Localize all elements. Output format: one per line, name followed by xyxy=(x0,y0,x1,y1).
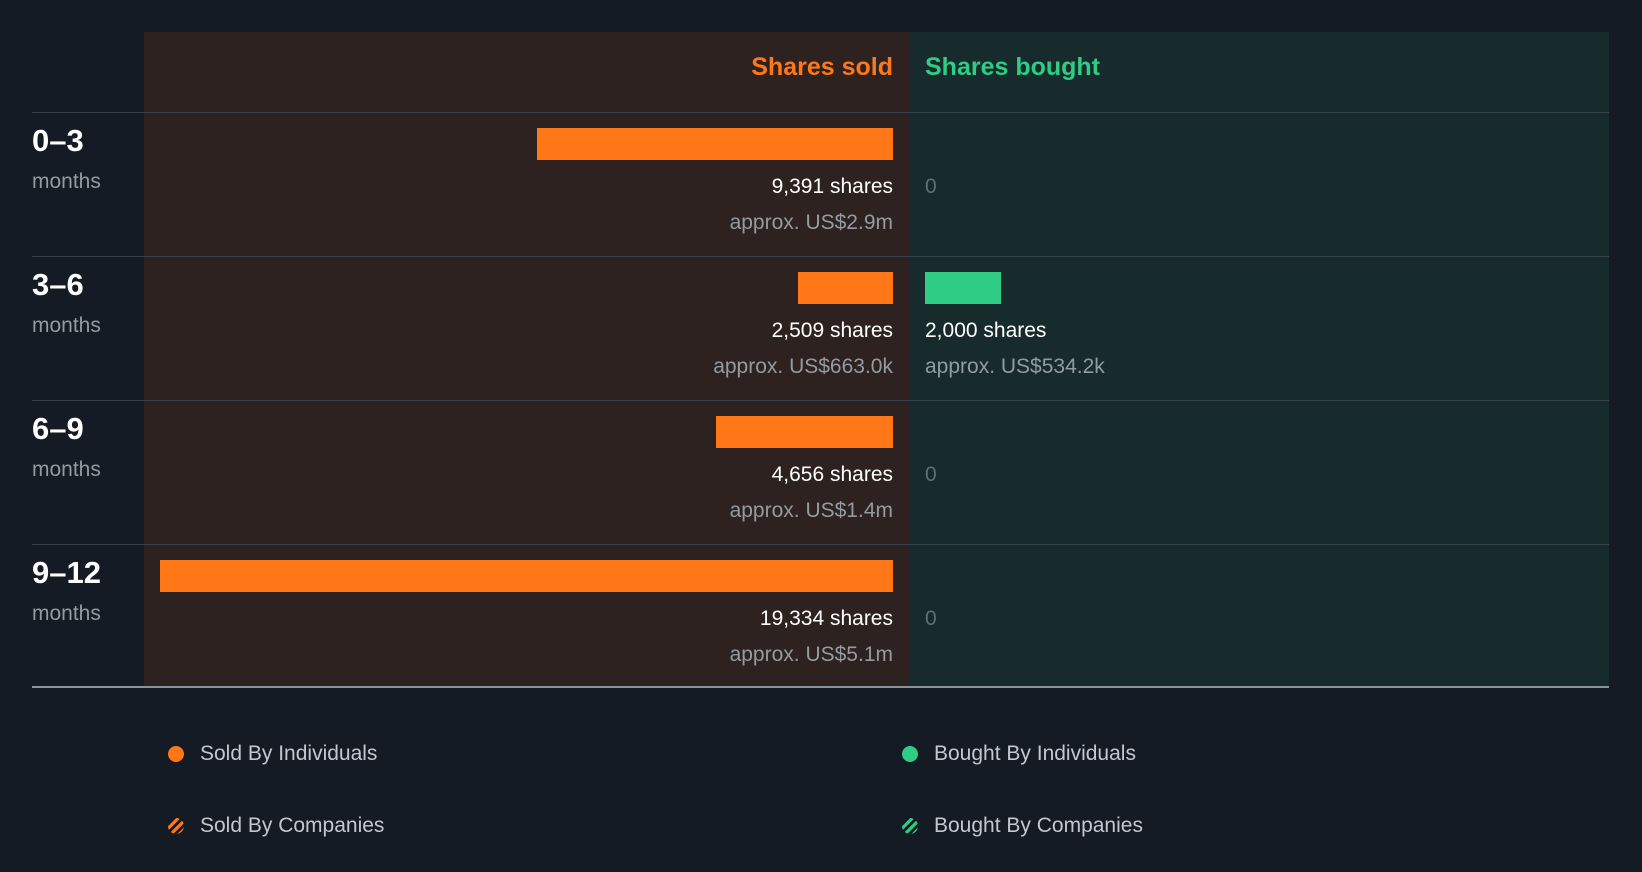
period-unit-label: months xyxy=(32,314,101,337)
period-label: 3–6 xyxy=(32,267,84,302)
striped-green-dot-icon xyxy=(902,818,918,834)
shares-bought-header: Shares bought xyxy=(925,53,1101,81)
shares-sold-header: Shares sold xyxy=(751,53,893,81)
bought-shares-label: 2,000 shares xyxy=(925,319,1047,342)
legend-label: Bought By Companies xyxy=(934,814,1143,837)
sold-shares-label: 9,391 shares xyxy=(771,175,893,198)
period-unit-label: months xyxy=(32,170,101,193)
bought-shares-label: 0 xyxy=(925,175,937,198)
sold-shares-label: 19,334 shares xyxy=(759,607,893,630)
chart-row: 6–9 months 4,656 shares approx. US$1.4m … xyxy=(0,401,1642,545)
chart-baseline xyxy=(32,686,1609,688)
period-unit-label: months xyxy=(32,602,101,625)
chart-row: 9–12 months 19,334 shares approx. US$5.1… xyxy=(0,545,1642,689)
bought-value-label: approx. US$534.2k xyxy=(925,355,1105,378)
row-divider xyxy=(32,544,1609,545)
bought-shares-label: 0 xyxy=(925,607,937,630)
row-divider xyxy=(32,256,1609,257)
row-divider xyxy=(32,400,1609,401)
green-dot-icon xyxy=(902,746,918,762)
sold-shares-label: 2,509 shares xyxy=(771,319,893,342)
sold-value-label: approx. US$1.4m xyxy=(729,499,893,522)
sold-bar xyxy=(716,416,893,448)
orange-dot-icon xyxy=(168,746,184,762)
row-divider xyxy=(32,112,1609,113)
legend-sold-individuals[interactable]: Sold By Individuals xyxy=(168,742,377,766)
legend-label: Sold By Companies xyxy=(200,814,385,837)
legend-bought-companies[interactable]: Bought By Companies xyxy=(902,814,1143,838)
striped-orange-dot-icon xyxy=(168,818,184,834)
chart-row: 3–6 months 2,509 shares approx. US$663.0… xyxy=(0,257,1642,401)
period-label: 0–3 xyxy=(32,123,84,158)
sold-value-label: approx. US$663.0k xyxy=(713,355,893,378)
sold-bar xyxy=(797,272,893,304)
bought-panel xyxy=(909,32,1609,686)
sold-value-label: approx. US$5.1m xyxy=(729,643,893,666)
period-label: 9–12 xyxy=(32,555,101,590)
bought-shares-label: 0 xyxy=(925,463,937,486)
legend-label: Sold By Individuals xyxy=(200,742,378,765)
period-label: 6–9 xyxy=(32,411,84,446)
sold-shares-label: 4,656 shares xyxy=(771,463,893,486)
chart-row: 0–3 months 9,391 shares approx. US$2.9m … xyxy=(0,113,1642,257)
sold-bar xyxy=(536,128,893,160)
sold-bar xyxy=(160,560,893,592)
legend-sold-companies[interactable]: Sold By Companies xyxy=(168,814,384,838)
legend-bought-individuals[interactable]: Bought By Individuals xyxy=(902,742,1136,766)
period-unit-label: months xyxy=(32,458,101,481)
legend-label: Bought By Individuals xyxy=(934,742,1136,765)
sold-value-label: approx. US$2.9m xyxy=(729,211,893,234)
bought-bar xyxy=(925,272,1001,304)
